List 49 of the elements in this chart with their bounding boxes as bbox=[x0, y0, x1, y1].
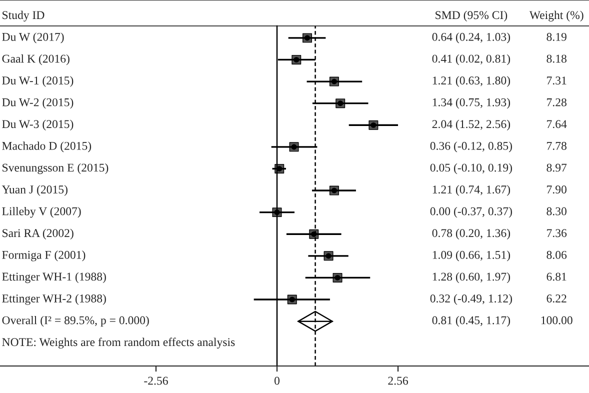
y-tick-label: Machado D (2015) bbox=[2, 142, 92, 152]
annotation: 1.21 (0.63, 1.80) bbox=[432, 76, 510, 87]
y-tick-label: Du W-3 (2015) bbox=[2, 120, 74, 130]
y-tick-label: Lilleby V (2007) bbox=[2, 206, 81, 218]
annotation: 0.41 (0.02, 0.81) bbox=[432, 54, 510, 66]
annotation: 0.32 (-0.49, 1.12) bbox=[430, 294, 512, 305]
annotation: NOTE: Weights are from random effects analysis bbox=[2, 338, 235, 349]
y-tick-label: Sari RA (2002) bbox=[2, 228, 74, 240]
y-tick-label: Formiga F (2001) bbox=[2, 250, 86, 262]
annotation: 8.06 bbox=[546, 250, 567, 259]
annotation: 7.36 bbox=[547, 229, 567, 238]
annotation: 2.04 (1.52, 2.56) bbox=[432, 120, 510, 130]
annotation: 1.34 (0.75, 1.93) bbox=[432, 98, 510, 109]
annotation: 7.78 bbox=[547, 142, 566, 150]
annotation: 7.31 bbox=[547, 76, 566, 85]
annotation: 0.00 (-0.37, 0.37) bbox=[430, 206, 512, 218]
y-tick-label: Yuan J (2015) bbox=[2, 185, 68, 196]
y-tick-label: Ettinger WH-2 (1988) bbox=[2, 294, 106, 305]
x-tick-label: 0 bbox=[274, 376, 280, 385]
annotation: 1.21 (0.74, 1.67) bbox=[432, 185, 510, 196]
annotation: 8.18 bbox=[546, 54, 566, 63]
y-tick-label: Overall (I² = 89.5%, p = 0.000) bbox=[2, 316, 149, 327]
annotation: 1.09 (0.66, 1.51) bbox=[432, 250, 510, 262]
y-tick-label: Du W (2017) bbox=[2, 32, 64, 44]
text: SMD (95% CI) bbox=[436, 10, 508, 22]
annotation: 0.78 (0.20, 1.36) bbox=[432, 228, 510, 240]
annotation: 0.81 (0.45, 1.17) bbox=[432, 316, 510, 327]
annotation: 8.30 bbox=[546, 207, 566, 216]
annotation: 6.81 bbox=[546, 272, 566, 281]
y-tick-label: Du W-1 (2015) bbox=[2, 76, 74, 87]
x-tick-label: 2.56 bbox=[388, 376, 408, 385]
y-tick-label: Gaal K (2016) bbox=[2, 54, 70, 66]
annotation: 0.36 (-0.12, 0.85) bbox=[430, 142, 512, 152]
annotation: 7.28 bbox=[547, 98, 566, 106]
annotation: 0.05 (-0.10, 0.19) bbox=[430, 163, 512, 174]
annotation: 100.00 bbox=[541, 316, 572, 324]
annotation: 7.90 bbox=[547, 186, 566, 194]
annotation: 7.64 bbox=[547, 120, 567, 128]
annotation: 8.19 bbox=[546, 32, 566, 41]
x-tick-label: -2.56 bbox=[144, 376, 168, 385]
annotation: 1.28 (0.60, 1.97) bbox=[432, 272, 510, 284]
y-tick-label: Ettinger WH-1 (1988) bbox=[2, 272, 106, 284]
y-tick-label: Du W-2 (2015) bbox=[2, 98, 74, 109]
y-tick-label: Svenungsson E (2015) bbox=[2, 163, 108, 174]
annotation: 8.97 bbox=[546, 164, 567, 172]
y-axis-title: Study ID bbox=[2, 10, 44, 22]
annotation: 6.22 bbox=[546, 294, 566, 303]
text: Weight (%) bbox=[529, 10, 584, 22]
annotation: 0.64 (0.24, 1.03) bbox=[432, 32, 510, 44]
